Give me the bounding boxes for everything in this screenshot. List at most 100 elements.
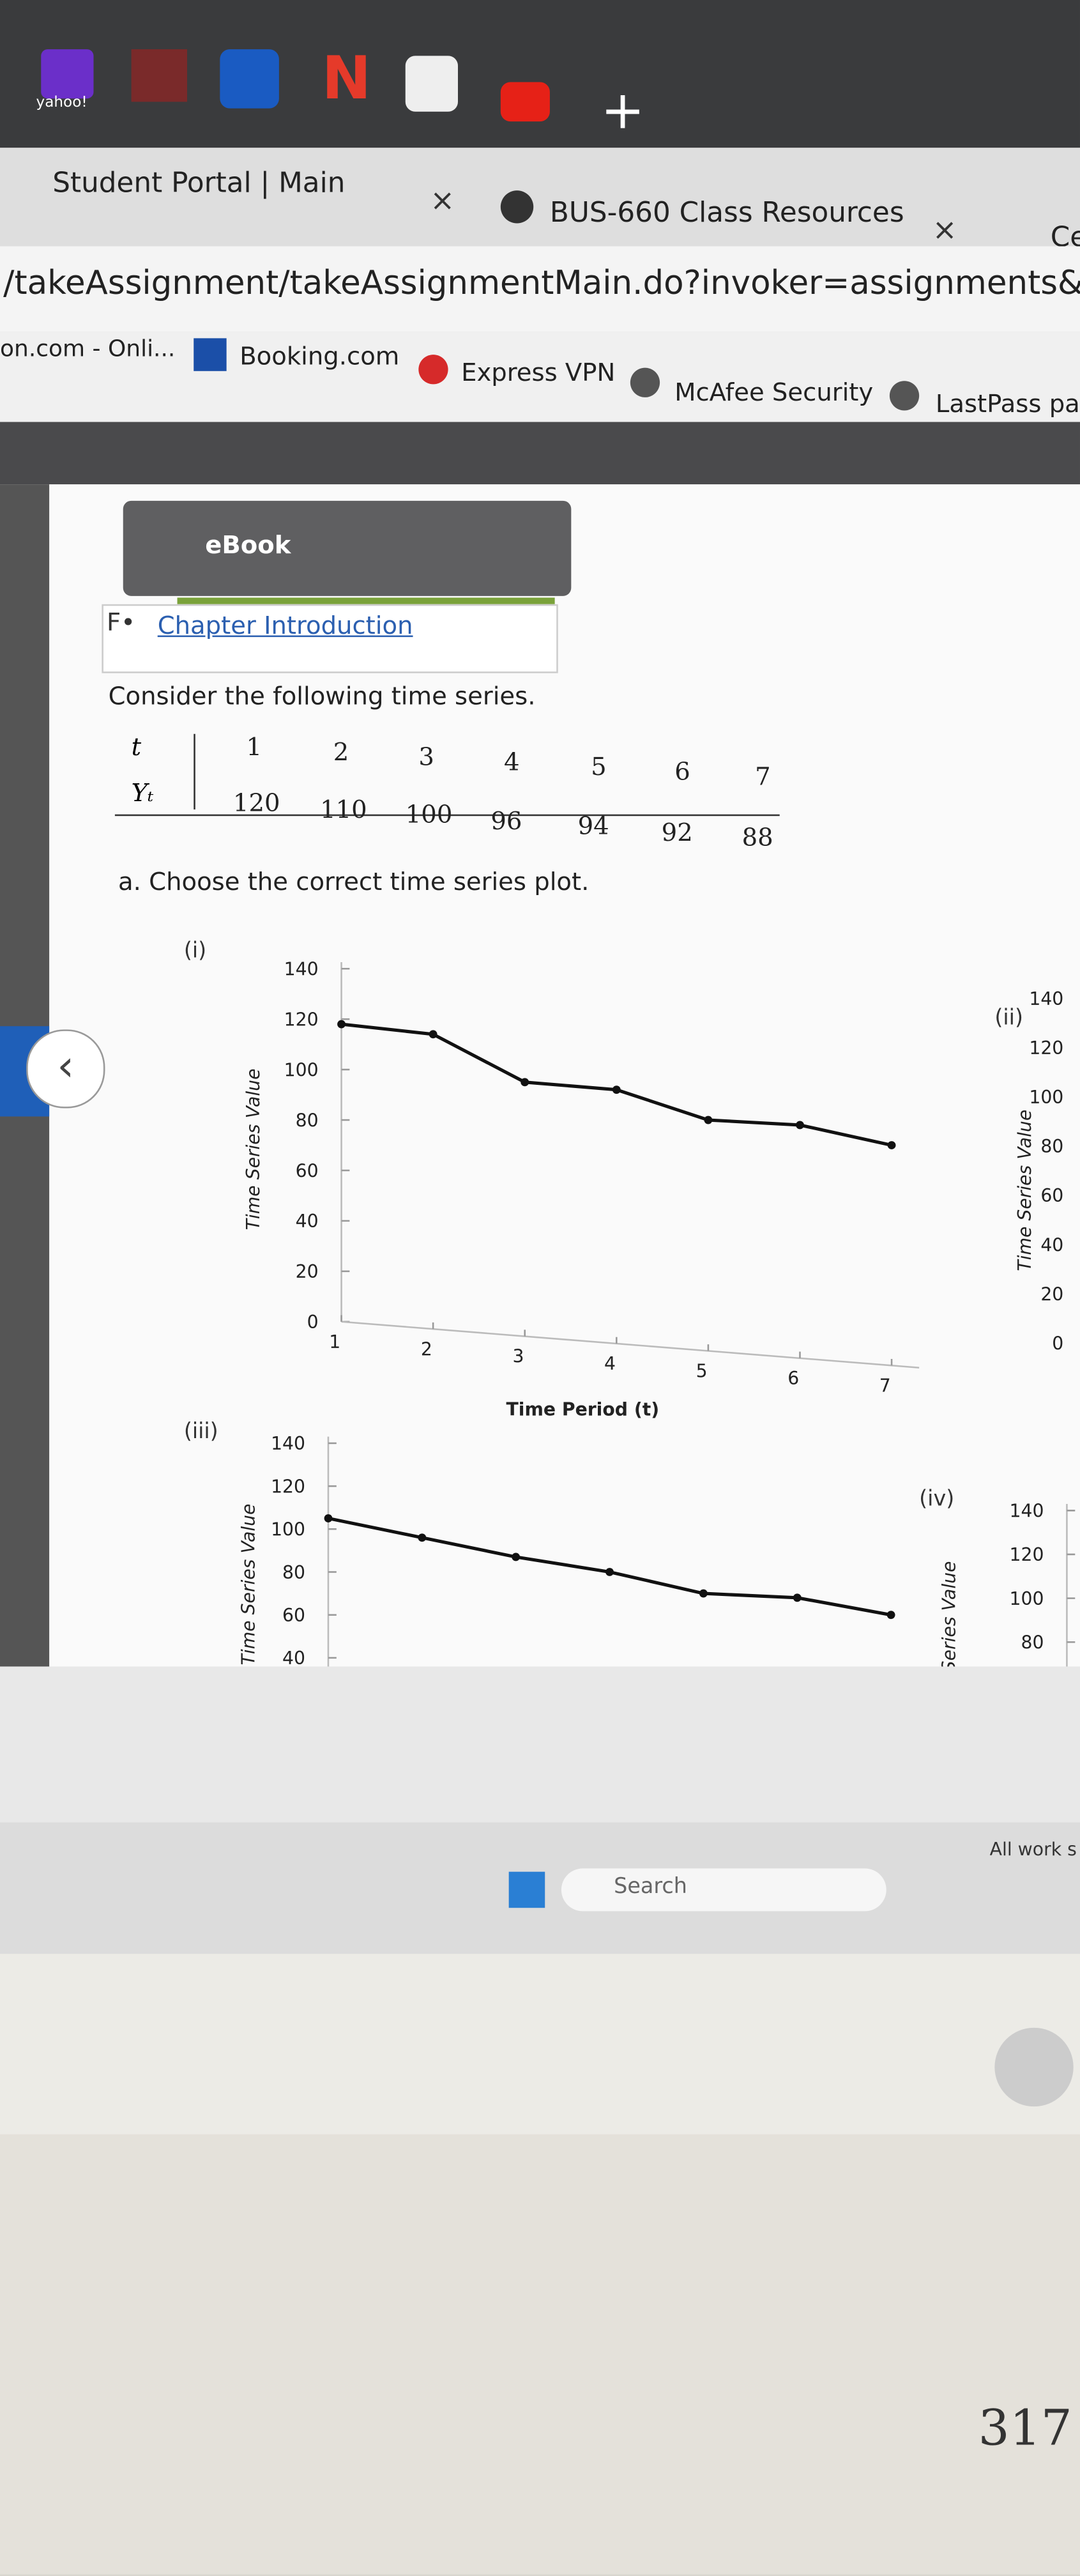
table-divider — [194, 733, 195, 809]
table-cell: 6 — [674, 756, 690, 786]
y-tick-label: 140 — [1010, 1501, 1044, 1522]
y-tick-label: 100 — [1010, 1588, 1044, 1609]
bookmark[interactable]: Booking.com — [240, 341, 400, 371]
series-point — [704, 1116, 713, 1124]
y-tick-label: 40 — [282, 1648, 305, 1666]
bookmark[interactable]: LastPass pass — [935, 389, 1080, 419]
bookmarks-bar: on.com - Onli... Booking.com Express VPN… — [0, 332, 1080, 422]
y-tick-label: 120 — [1029, 1038, 1063, 1059]
x-tick-label: 5 — [696, 1361, 708, 1382]
icon[interactable]: N — [321, 45, 372, 114]
ebook-underline — [177, 597, 555, 604]
monitor-bezel — [0, 1666, 1080, 1823]
chapter-link[interactable]: Chapter Introduction — [157, 611, 413, 641]
icon[interactable] — [405, 56, 459, 112]
series-point — [512, 1552, 521, 1561]
back-button[interactable]: ‹ — [26, 1029, 105, 1108]
y-tick-label: 120 — [271, 1476, 305, 1497]
y-tick-label: 60 — [1040, 1185, 1063, 1206]
page-content — [0, 484, 1080, 1675]
search-box[interactable] — [561, 1868, 886, 1912]
table-cell: 1 — [246, 732, 262, 762]
bookmark-icon — [630, 367, 660, 397]
y-tick-label: 0 — [1052, 1333, 1063, 1354]
series-point — [796, 1121, 804, 1130]
x-tick-label: 2 — [421, 1338, 432, 1360]
series-point — [605, 1568, 614, 1576]
y-tick-label: 20 — [1040, 1284, 1063, 1305]
x-tick-label: 6 — [787, 1368, 799, 1389]
x-axis-label: Time Period (t) — [506, 1399, 659, 1420]
table-cell: 110 — [320, 793, 367, 824]
series-point — [612, 1085, 621, 1094]
table-cell: 120 — [232, 788, 280, 818]
y-tick-label: 20 — [296, 1261, 319, 1282]
series-point — [521, 1078, 529, 1087]
ebook-button[interactable]: eBook — [123, 500, 572, 596]
y-tick-label: 80 — [296, 1110, 319, 1131]
bullet: F• — [107, 607, 135, 638]
icon[interactable] — [500, 82, 550, 122]
series-point — [699, 1589, 708, 1598]
y-tick-label: 140 — [1029, 988, 1063, 1009]
table-cell: 96 — [491, 805, 522, 835]
url[interactable]: /takeAssignment/takeAssignmentMain.do?in… — [3, 263, 1080, 302]
series-point — [793, 1593, 802, 1602]
yahoo-icon[interactable] — [41, 49, 94, 99]
tab-title[interactable]: Student Portal | Main — [52, 167, 346, 201]
y-tick-label: 80 — [1021, 1632, 1044, 1653]
y-tick-label: 120 — [1010, 1544, 1044, 1565]
table-cell: 5 — [591, 752, 607, 782]
series-point — [337, 1020, 346, 1029]
tab-close[interactable]: × — [430, 183, 455, 218]
y-axis-label: Time Series Value — [1014, 1110, 1035, 1271]
hp-logo — [994, 2027, 1074, 2107]
y-tick-label: 140 — [271, 1433, 305, 1454]
y-tick-label: 120 — [284, 1009, 319, 1030]
y-tick-label: 0 — [307, 1312, 319, 1333]
y-tick-label: 80 — [282, 1562, 305, 1583]
panel-label: (iv) — [919, 1486, 954, 1511]
table-row-label: Yₜ — [131, 778, 154, 808]
bookmark[interactable]: Express VPN — [461, 358, 616, 388]
tab-bar: Student Portal | Main × BUS-660 Class Re… — [0, 148, 1080, 254]
y-tick-label: 100 — [271, 1519, 305, 1540]
x-tick-label: 7 — [879, 1375, 891, 1396]
series-point — [324, 1514, 333, 1522]
series-line — [341, 1022, 892, 1147]
y-tick-label: 140 — [284, 959, 319, 980]
toolbar-strip — [0, 422, 1080, 485]
y-tick-label: 40 — [296, 1211, 319, 1232]
y-tick-label: 60 — [282, 1605, 305, 1626]
x-axis — [341, 1321, 920, 1369]
bookmark[interactable]: McAfee Security — [674, 378, 874, 408]
y-tick-label: 40 — [1040, 1234, 1063, 1255]
series-line — [328, 1516, 892, 1617]
x-tick-label: 3 — [512, 1346, 524, 1367]
tab-close[interactable]: × — [932, 213, 957, 249]
panel-label: (iii) — [184, 1418, 218, 1443]
question: a. Choose the correct time series plot. — [118, 866, 589, 897]
table-cell: 4 — [503, 747, 520, 777]
sidebar — [0, 484, 50, 1675]
bookmark[interactable]: on.com - Onli... — [0, 336, 176, 363]
new-tab-button[interactable]: + — [600, 79, 645, 142]
notice: All work s — [989, 1839, 1077, 1860]
start-button[interactable] — [508, 1871, 545, 1908]
taskbar: All work s Search — [0, 1822, 1080, 1954]
table-rule — [114, 814, 780, 816]
bookmark-icon — [194, 338, 227, 371]
y-axis-label: Time Series Value — [238, 1504, 259, 1666]
series-point — [886, 1611, 895, 1620]
y-tick-label: 60 — [296, 1160, 319, 1181]
table-cell: 7 — [755, 762, 771, 792]
y-axis-label: Time Series Value — [939, 1561, 960, 1666]
y-tick-label: 100 — [284, 1059, 319, 1080]
desk: 317 — [0, 2134, 1080, 2575]
tab-title[interactable]: BUS-660 Class Resources — [549, 197, 904, 230]
icon[interactable] — [220, 49, 279, 109]
icon[interactable] — [131, 49, 187, 102]
table-cell: 88 — [742, 822, 773, 852]
bookmark-icon — [889, 381, 920, 411]
series-point — [418, 1533, 427, 1542]
